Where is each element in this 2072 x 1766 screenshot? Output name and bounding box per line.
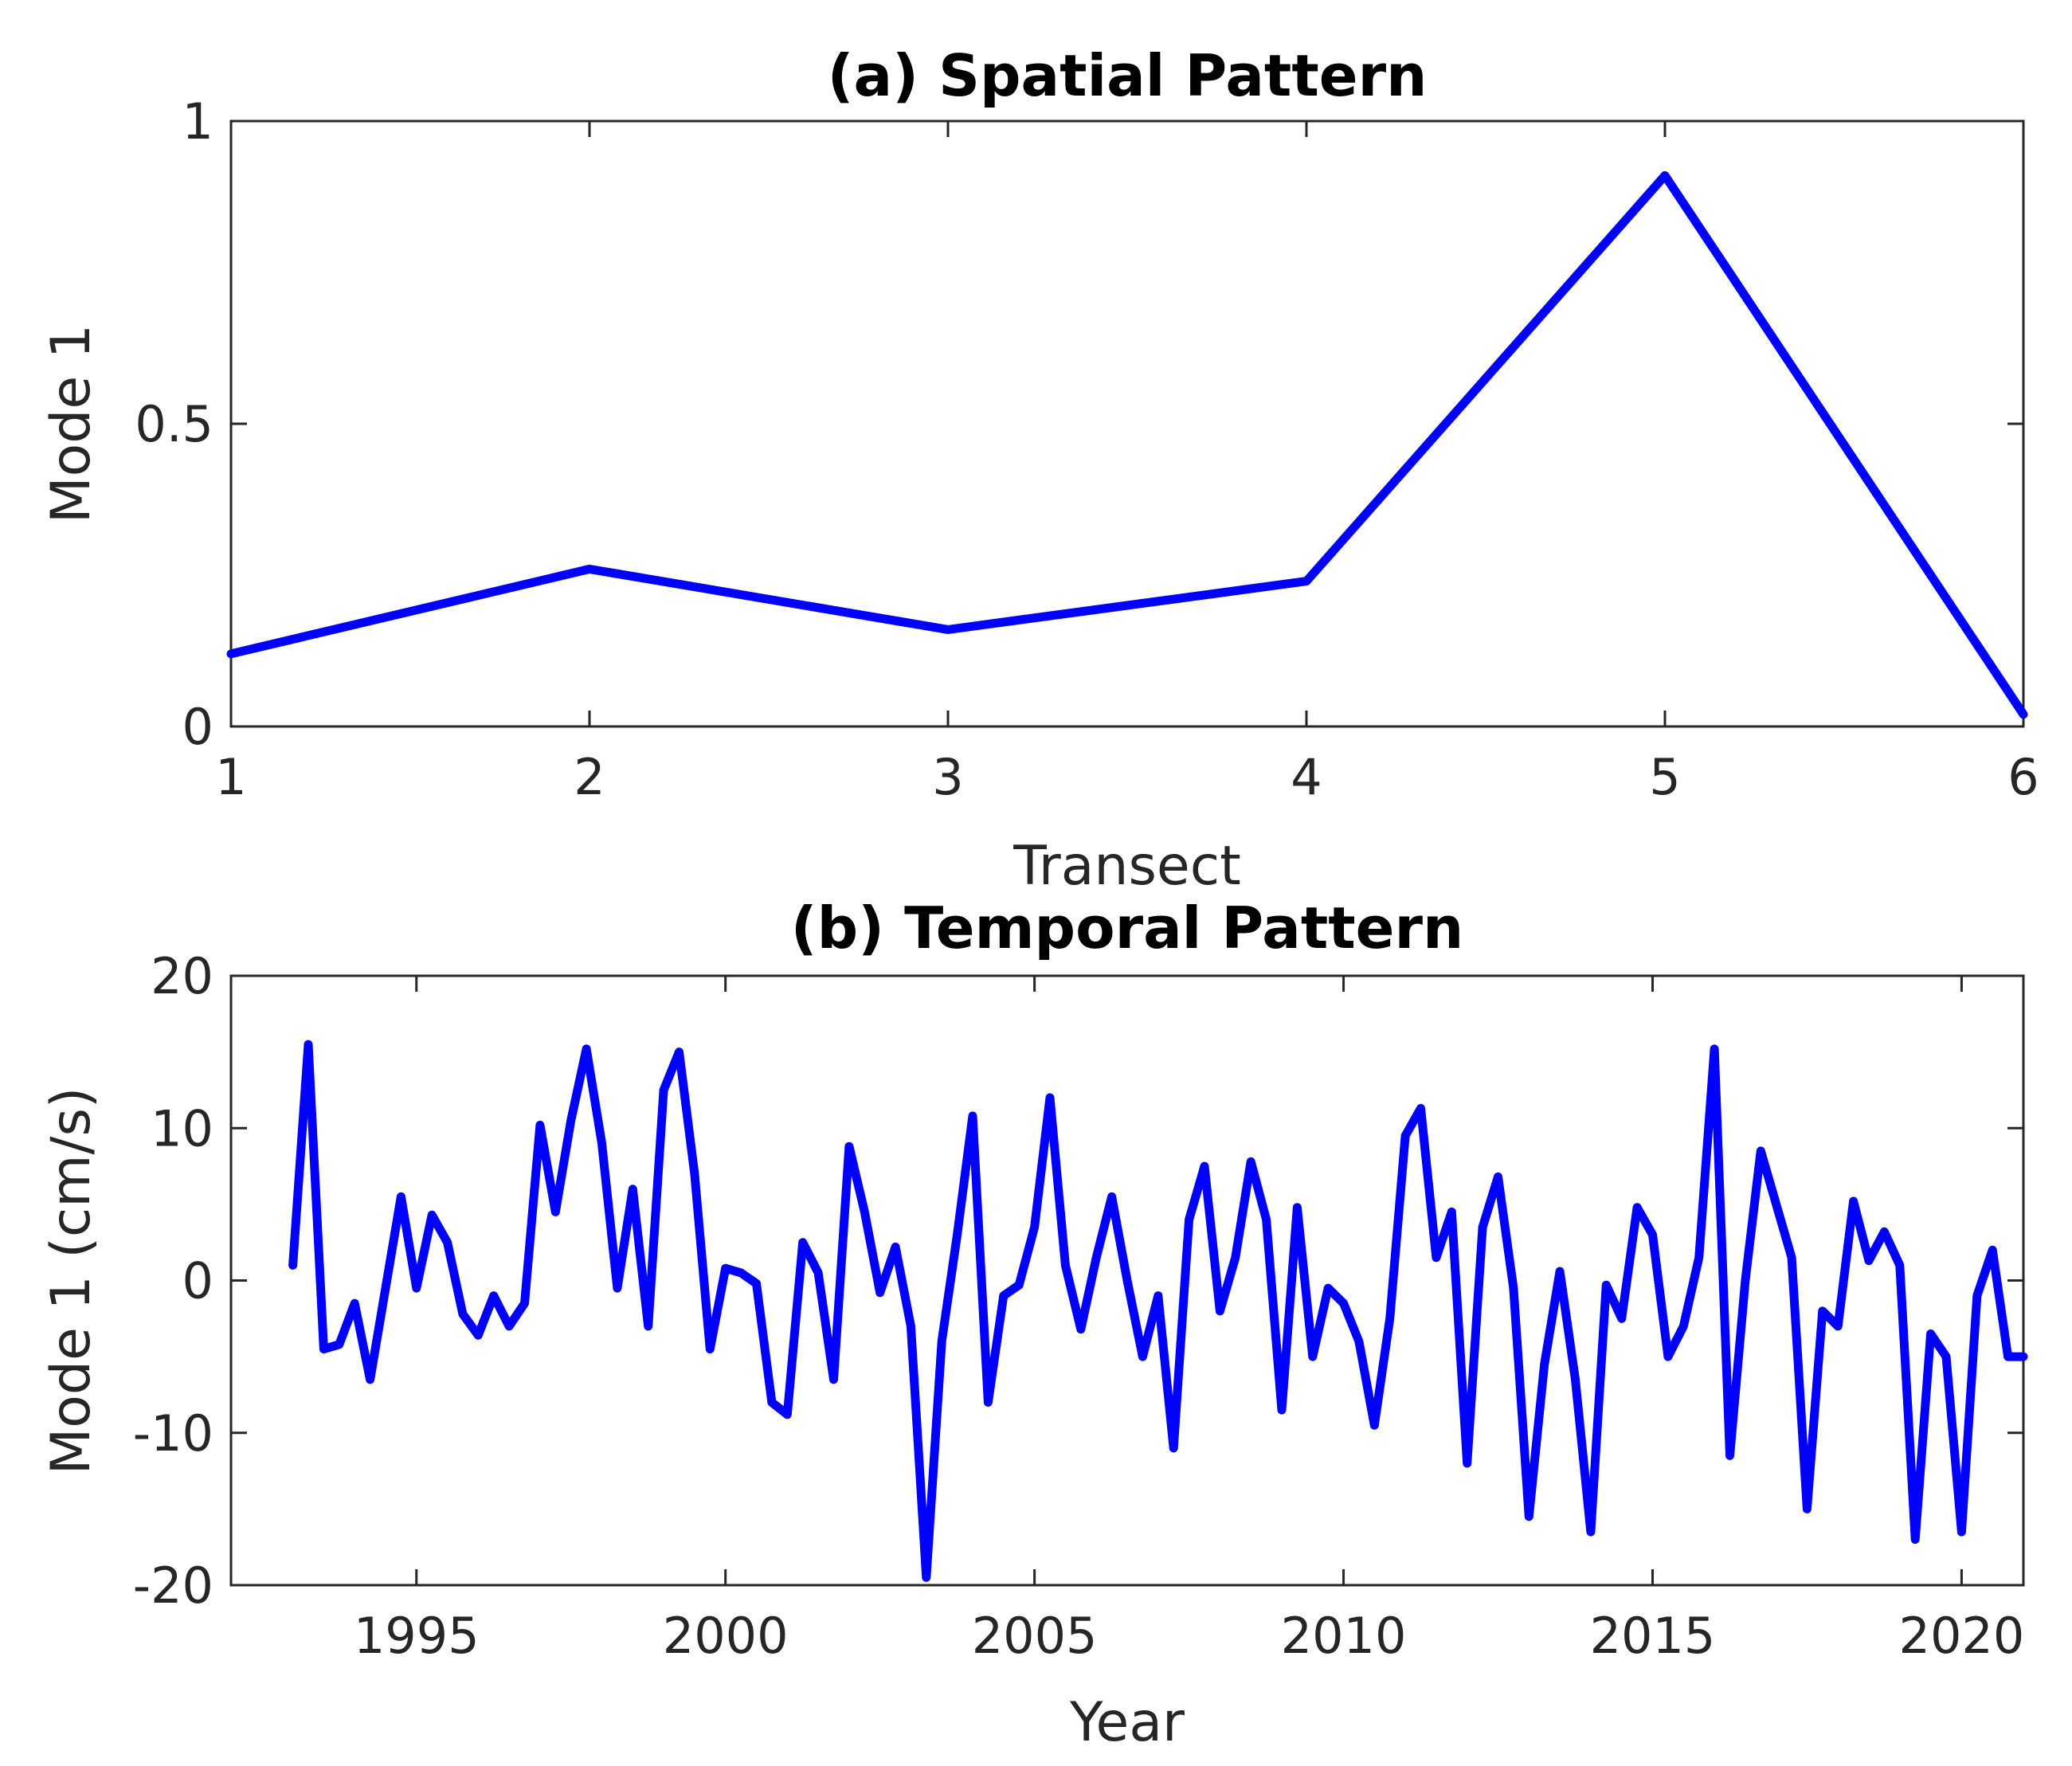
panel-a-ytick-label: 0.5 [135, 395, 213, 453]
panel-a-xtick-label: 1 [215, 748, 246, 806]
panel-a-xtick-label: 2 [574, 748, 605, 806]
panel-a-xlabel: Transect [1012, 835, 1241, 898]
panel-b-xlabel: Year [1069, 1691, 1185, 1754]
panel-b-ytick-label: -20 [133, 1557, 213, 1615]
panel-b-ytick-label: 0 [182, 1252, 213, 1310]
panel-a-title: (a) Spatial Pattern [828, 42, 1428, 109]
panel-b-xtick-label: 2005 [972, 1607, 1098, 1665]
panel-b-title: (b) Temporal Pattern [791, 895, 1464, 961]
panel-b-ylabel: Mode 1 (cm/s) [40, 1087, 103, 1475]
panel-a-ytick-label: 1 [182, 92, 213, 151]
spatial-pattern-panel: (a) Spatial Pattern 1 2 3 4 5 6 0 0.5 1 Transect… [40, 42, 2039, 898]
panel-b-ytick-label: 10 [151, 1099, 213, 1157]
panel-b-series-line [288, 1040, 2028, 1582]
panel-a-axes-box [229, 119, 2025, 728]
panel-b-xtick-label: 2000 [663, 1607, 789, 1665]
panel-b-xtick-label: 2015 [1590, 1607, 1716, 1665]
panel-a-xtick-label: 5 [1649, 748, 1680, 806]
panel-b-xtick-label: 1995 [354, 1607, 480, 1665]
panel-b-xtick-label: 2020 [1899, 1607, 2025, 1665]
panel-a-xtick-label: 4 [1291, 748, 1322, 806]
panel-a-ylabel: Mode 1 [40, 324, 103, 523]
panel-b-ytick-label: -10 [133, 1404, 213, 1463]
panel-a-xtick-label: 3 [932, 748, 963, 806]
panel-a-xtick-label: 6 [2007, 748, 2039, 806]
panel-b-ytick-label: 20 [151, 947, 213, 1005]
panel-b-xtick-label: 2010 [1281, 1607, 1407, 1665]
panel-a-ytick-label: 0 [182, 698, 213, 756]
panel-a-series-line [226, 170, 2028, 719]
temporal-pattern-panel: (b) Temporal Pattern 1995 2000 2005 2010 201… [40, 895, 2028, 1754]
